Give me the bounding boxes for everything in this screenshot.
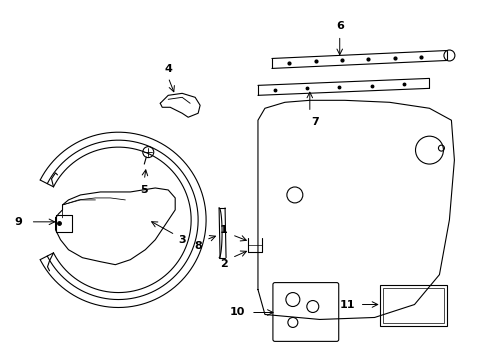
Text: 1: 1 xyxy=(220,225,227,235)
Text: 2: 2 xyxy=(220,259,227,269)
Text: 7: 7 xyxy=(310,117,318,127)
Text: 6: 6 xyxy=(335,21,343,31)
Text: 5: 5 xyxy=(140,185,148,195)
Text: 10: 10 xyxy=(229,307,244,318)
Text: 3: 3 xyxy=(178,235,185,245)
Text: 11: 11 xyxy=(339,300,355,310)
Text: 8: 8 xyxy=(194,241,202,251)
Text: 9: 9 xyxy=(15,217,22,227)
Text: 4: 4 xyxy=(164,64,172,75)
